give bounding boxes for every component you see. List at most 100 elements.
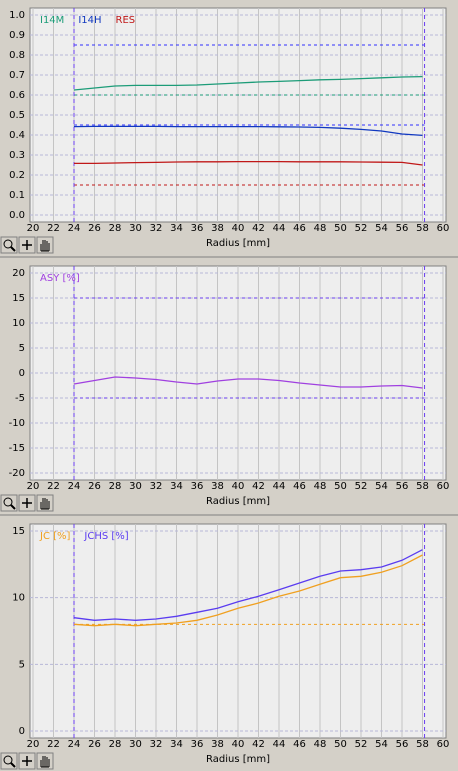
x-tick-label: 54 xyxy=(375,481,388,492)
y-tick-label: 0.1 xyxy=(9,190,25,201)
x-tick-label: 38 xyxy=(211,739,224,750)
x-tick-label: 40 xyxy=(232,739,245,750)
x-tick-label: 36 xyxy=(191,223,204,234)
y-tick-label: 5 xyxy=(19,659,25,670)
x-tick-label: 40 xyxy=(232,223,245,234)
x-tick-label: 38 xyxy=(211,481,224,492)
y-tick-label: 0.0 xyxy=(9,210,25,221)
x-tick-label: 56 xyxy=(396,223,409,234)
x-axis-label: Radius [mm] xyxy=(206,496,270,507)
x-tick-label: 46 xyxy=(293,481,306,492)
y-tick-label: 0.4 xyxy=(9,130,25,141)
x-tick-label: 40 xyxy=(232,481,245,492)
x-tick-label: 46 xyxy=(293,223,306,234)
x-tick-label: 50 xyxy=(334,739,347,750)
zoom-icon xyxy=(3,755,13,765)
zoom-icon xyxy=(3,497,13,507)
y-tick-label: -15 xyxy=(9,443,25,454)
x-tick-label: 22 xyxy=(47,739,60,750)
y-tick-label: 1.0 xyxy=(9,10,25,21)
x-tick-label: 56 xyxy=(396,739,409,750)
x-tick-label: 32 xyxy=(150,481,163,492)
x-tick-label: 20 xyxy=(27,739,40,750)
hand-icon xyxy=(40,756,50,768)
x-tick-label: 22 xyxy=(47,223,60,234)
series-line xyxy=(73,75,423,91)
x-tick-label: 42 xyxy=(252,481,265,492)
plus-icon xyxy=(22,240,32,250)
toolbar xyxy=(0,752,54,770)
chart-panel: 20 22 24 26 28 30 32 34 36 38 40 42 44 46 48 50 52 54 56 58… xyxy=(0,7,458,258)
x-tick-label: 52 xyxy=(355,481,368,492)
series-line xyxy=(73,125,423,137)
y-tick-label: 20 xyxy=(12,268,25,279)
y-tick-label: 5 xyxy=(19,343,25,354)
y-tick-label: 0 xyxy=(19,726,25,737)
x-tick-label: 44 xyxy=(273,223,286,234)
zoom-icon xyxy=(10,246,16,252)
x-tick-label: 32 xyxy=(150,739,163,750)
x-tick-label: 48 xyxy=(314,739,327,750)
y-tick-label: 15 xyxy=(12,293,25,304)
x-tick-label: 36 xyxy=(191,481,204,492)
y-tick-label: 0.7 xyxy=(9,70,25,81)
x-tick-label: 34 xyxy=(170,223,183,234)
y-tick-label: 15 xyxy=(12,526,25,537)
x-tick-label: 58 xyxy=(416,223,429,234)
x-tick-label: 32 xyxy=(150,223,163,234)
chart-panel: 20 22 24 26 28 30 32 34 36 38 40 42 44 46 48 50 52 54 56 58… xyxy=(0,523,450,770)
x-tick-label: 36 xyxy=(191,739,204,750)
x-tick-label: 50 xyxy=(334,223,347,234)
x-tick-label: 22 xyxy=(47,481,60,492)
legend-entry: JC [%] xyxy=(39,531,71,542)
y-tick-label: 0.2 xyxy=(9,170,25,181)
y-tick-label: 0.5 xyxy=(9,110,25,121)
y-tick-label: 0 xyxy=(19,368,25,379)
x-tick-label: 20 xyxy=(27,223,40,234)
x-tick-label: 52 xyxy=(355,739,368,750)
legend-entry: ASY [%] xyxy=(40,273,80,284)
legend-entry: JCHS [%] xyxy=(83,531,128,542)
x-tick-label: 60 xyxy=(437,481,450,492)
x-tick-label: 24 xyxy=(68,481,81,492)
x-tick-label: 28 xyxy=(109,739,122,750)
x-tick-label: 26 xyxy=(88,223,101,234)
x-tick-label: 30 xyxy=(129,739,142,750)
y-tick-label: 0.6 xyxy=(9,90,25,101)
legend-entry: I14H xyxy=(78,15,101,26)
series-line xyxy=(74,160,423,166)
x-tick-label: 24 xyxy=(68,739,81,750)
x-tick-label: 56 xyxy=(396,481,409,492)
zoom-icon xyxy=(10,504,16,510)
y-tick-label: -20 xyxy=(9,468,25,479)
toolbar xyxy=(0,236,54,254)
x-tick-label: 58 xyxy=(416,739,429,750)
x-axis-label: Radius [mm] xyxy=(206,754,270,765)
x-tick-label: 34 xyxy=(170,739,183,750)
series-line xyxy=(73,549,423,621)
hand-icon xyxy=(40,240,50,252)
toolbar xyxy=(0,494,54,512)
y-tick-label: -5 xyxy=(15,393,25,404)
x-tick-label: 52 xyxy=(355,223,368,234)
x-tick-label: 48 xyxy=(314,223,327,234)
y-tick-label: 0.9 xyxy=(9,30,25,41)
x-tick-label: 60 xyxy=(437,739,450,750)
y-tick-label: 10 xyxy=(12,318,25,329)
plus-icon xyxy=(22,498,32,508)
y-tick-label: 10 xyxy=(12,593,25,604)
x-tick-label: 54 xyxy=(375,223,388,234)
x-tick-label: 30 xyxy=(129,223,142,234)
x-tick-label: 20 xyxy=(27,481,40,492)
x-tick-label: 28 xyxy=(109,223,122,234)
x-tick-label: 44 xyxy=(273,739,286,750)
x-tick-label: 60 xyxy=(437,223,450,234)
hand-icon xyxy=(40,498,50,510)
x-tick-label: 26 xyxy=(88,739,101,750)
x-tick-label: 34 xyxy=(170,481,183,492)
x-tick-label: 50 xyxy=(334,481,347,492)
x-tick-label: 28 xyxy=(109,481,122,492)
x-tick-label: 26 xyxy=(88,481,101,492)
y-tick-label: -10 xyxy=(9,418,25,429)
x-tick-label: 42 xyxy=(252,223,265,234)
